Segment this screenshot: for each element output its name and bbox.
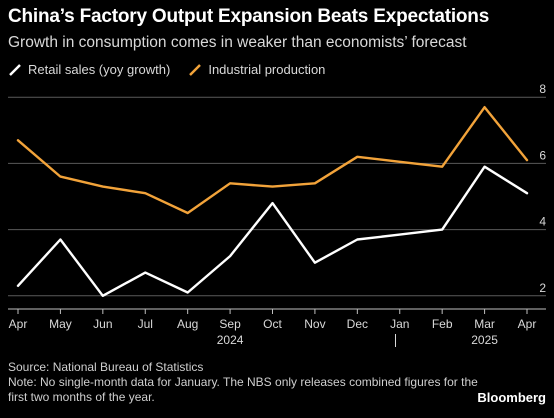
x-tick-label: Mar	[474, 317, 495, 331]
x-tick-label: Apr	[518, 317, 537, 331]
brand-logo: Bloomberg	[477, 390, 546, 405]
x-tick-label: Apr	[9, 317, 28, 331]
chart-area: 2 4 6 8 Apr May Jun Jul Aug Sep Oct Nov Dec Jan Feb Mar…	[0, 78, 554, 363]
x-tick-label: Oct	[263, 317, 282, 331]
x-tick-label: Jan	[390, 317, 409, 331]
chart-title: China’s Factory Output Expansion Beats E…	[8, 6, 490, 27]
x-tick-label: May	[49, 317, 72, 331]
line-chart: 2 4 6 8 Apr May Jun Jul Aug Sep Oct Nov Dec Jan Feb Mar…	[8, 82, 546, 347]
x-tick-label: Jun	[93, 317, 112, 331]
x-tick-label: Sep	[219, 317, 241, 331]
y-tick-label: 4	[539, 215, 546, 229]
legend-label-industrial: Industrial production	[208, 62, 326, 77]
data-note: Note: No single-month data for January. …	[8, 375, 478, 404]
year-label: 2025	[471, 333, 498, 347]
y-tick-label: 2	[539, 281, 546, 295]
series-line-retail-sales	[16, 165, 529, 297]
slash-icon	[9, 63, 21, 76]
slash-icon	[189, 63, 202, 76]
y-tick-label: 8	[539, 82, 546, 96]
legend: Retail sales (yoy growth) Industrial pro…	[8, 62, 343, 77]
series-line-industrial-production	[16, 106, 529, 215]
y-tick-label: 6	[539, 148, 546, 162]
footer: Source: National Bureau of Statistics No…	[8, 360, 478, 405]
chart-subtitle: Growth in consumption comes in weaker th…	[8, 34, 467, 51]
x-tick-label: Feb	[432, 317, 453, 331]
year-label: 2024	[217, 333, 244, 347]
x-tick-label: Aug	[177, 317, 198, 331]
source-note: Source: National Bureau of Statistics	[8, 360, 204, 374]
legend-label-retail: Retail sales (yoy growth)	[28, 62, 171, 77]
legend-item-retail: Retail sales (yoy growth)	[8, 62, 170, 77]
x-tick-label: Dec	[347, 317, 368, 331]
legend-item-industrial: Industrial production	[188, 62, 325, 77]
x-tick-label: Nov	[304, 317, 325, 331]
x-tick-label: Jul	[138, 317, 153, 331]
